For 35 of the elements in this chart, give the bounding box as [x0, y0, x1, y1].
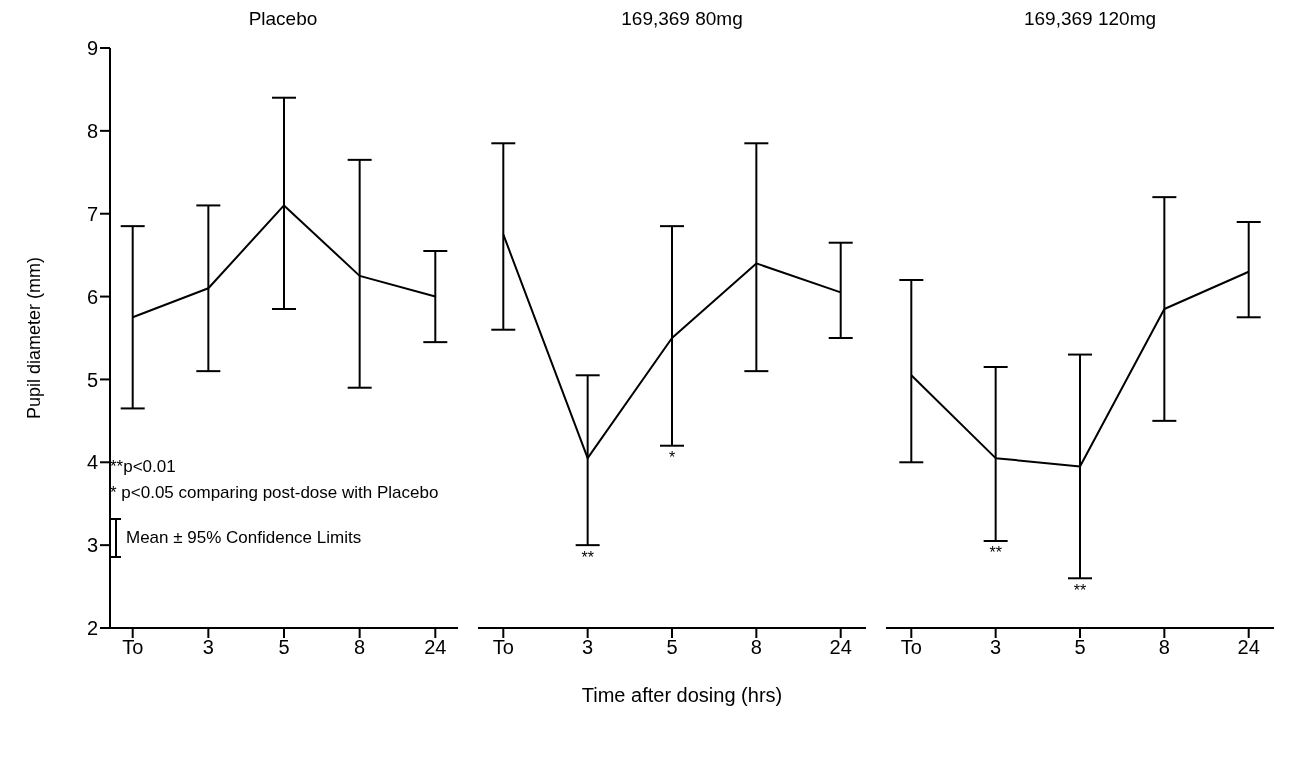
y-tick-label: 5 — [86, 368, 98, 391]
y-tick-label: 6 — [86, 285, 98, 308]
x-tick-label: 24 — [424, 636, 447, 659]
x-tick-label: 5 — [278, 636, 290, 659]
x-tick-label: To — [900, 636, 922, 659]
chart-title: Placebo — [247, 8, 319, 31]
y-axis-title: Pupil diameter (mm) — [24, 256, 45, 420]
x-tick-label: 3 — [990, 636, 1002, 659]
y-tick-label: 2 — [86, 617, 98, 640]
x-tick-label: 8 — [1158, 636, 1170, 659]
x-tick-label: 3 — [202, 636, 214, 659]
annotation: **p<0.01 — [110, 456, 176, 478]
x-tick-label: 3 — [582, 636, 594, 659]
x-tick-label: 8 — [354, 636, 366, 659]
chart-title: 169,369 80mg — [620, 8, 744, 31]
chart-title: 169,369 120mg — [1022, 8, 1158, 31]
x-tick-label: To — [492, 636, 514, 659]
annotation: ** — [989, 544, 1002, 562]
x-tick-label: 5 — [1074, 636, 1086, 659]
y-tick-label: 7 — [86, 202, 98, 225]
x-tick-label: 24 — [829, 636, 852, 659]
annotation: ** — [1073, 581, 1087, 599]
annotation: * — [668, 449, 676, 467]
x-tick-label: 24 — [1237, 636, 1260, 659]
y-tick-label: 3 — [86, 534, 98, 557]
x-tick-label: 8 — [750, 636, 762, 659]
x-tick-label: 5 — [666, 636, 678, 659]
x-axis-title: Time after dosing (hrs) — [580, 684, 784, 707]
y-tick-label: 4 — [86, 451, 98, 474]
y-tick-label: 8 — [86, 119, 98, 142]
annotation: Mean ± 95% Confidence Limits — [126, 527, 362, 549]
annotation: ** — [581, 548, 594, 566]
y-tick-label: 9 — [86, 37, 98, 60]
annotation: * p<0.05 comparing post-dose with Placebo — [110, 482, 439, 504]
x-tick-label: To — [122, 636, 144, 659]
